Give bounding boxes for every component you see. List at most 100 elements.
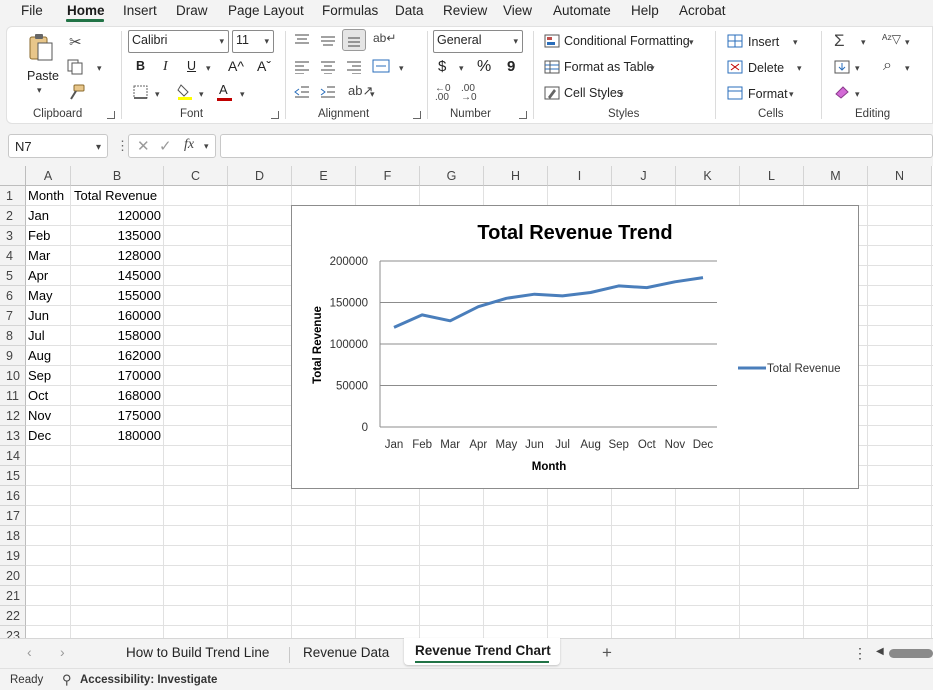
borders-icon[interactable]	[133, 85, 149, 99]
scroll-left-arrow-icon[interactable]: ◀	[876, 646, 884, 657]
column-header[interactable]: K	[676, 166, 740, 186]
conditional-formatting-button[interactable]: Conditional Formatting	[564, 34, 690, 48]
percent-button[interactable]: %	[477, 58, 492, 75]
revenue-cell[interactable]: 145000	[117, 268, 161, 283]
row-header[interactable]: 7	[0, 306, 26, 326]
month-cell[interactable]: Aug	[28, 348, 52, 363]
merge-center-icon[interactable]	[372, 58, 390, 74]
orientation-icon[interactable]: ab↗	[348, 83, 374, 98]
copy-icon[interactable]	[67, 59, 85, 75]
accessibility-status[interactable]: Accessibility: Investigate	[80, 674, 218, 686]
column-header[interactable]: B	[71, 166, 164, 186]
autosum-icon[interactable]: Σ	[834, 31, 845, 50]
column-header[interactable]: L	[740, 166, 804, 186]
clipboard-launcher-icon[interactable]	[107, 111, 115, 119]
column-header[interactable]: H	[484, 166, 548, 186]
clear-icon[interactable]	[834, 85, 850, 99]
cut-icon[interactable]: ✂	[69, 34, 82, 51]
revenue-cell[interactable]: 180000	[117, 428, 161, 443]
menu-data[interactable]: Data	[395, 3, 424, 18]
align-center-icon[interactable]	[320, 60, 336, 75]
column-header[interactable]: D	[228, 166, 292, 186]
format-painter-icon[interactable]	[68, 84, 86, 100]
number-format-select[interactable]: General ▾	[433, 30, 523, 53]
row-header[interactable]: 14	[0, 446, 26, 466]
month-cell[interactable]: Sep	[28, 368, 52, 383]
row-header[interactable]: 8	[0, 326, 26, 346]
menu-formulas[interactable]: Formulas	[322, 3, 379, 18]
row-header[interactable]: 9	[0, 346, 26, 366]
currency-button[interactable]: $	[438, 58, 447, 75]
copy-dropdown-icon[interactable]: ▾	[97, 63, 102, 73]
formula-input[interactable]	[220, 134, 933, 158]
menu-draw[interactable]: Draw	[176, 3, 208, 18]
enter-icon[interactable]: ✓	[159, 138, 172, 155]
increase-indent-icon[interactable]	[320, 85, 336, 99]
italic-button[interactable]: I	[163, 59, 168, 74]
insert-cells-button[interactable]: Insert	[748, 35, 780, 49]
accessibility-icon[interactable]: ⚲	[62, 672, 72, 687]
month-cell[interactable]: Feb	[28, 228, 51, 243]
increase-decimal-icon[interactable]: ←0.00	[435, 83, 451, 103]
chevron-down-icon[interactable]: ▾	[789, 89, 794, 99]
align-middle-icon[interactable]	[320, 33, 336, 47]
column-header[interactable]: M	[804, 166, 868, 186]
chevron-down-icon[interactable]: ▾	[650, 63, 655, 73]
row-header[interactable]: 1	[0, 186, 26, 206]
more-icon[interactable]: ⋮	[853, 645, 867, 661]
row-header[interactable]: 17	[0, 506, 26, 526]
revenue-cell[interactable]: 155000	[117, 288, 161, 303]
name-box[interactable]: N7 ▾	[8, 134, 108, 158]
paste-label[interactable]: Paste	[27, 69, 59, 83]
menu-review[interactable]: Review	[443, 3, 488, 18]
row-header[interactable]: 18	[0, 526, 26, 546]
conditional-formatting-icon[interactable]	[544, 34, 560, 48]
align-right-icon[interactable]	[346, 60, 362, 75]
revenue-cell[interactable]: 170000	[117, 368, 161, 383]
font-color-icon[interactable]: A	[219, 82, 228, 97]
revenue-cell[interactable]: 158000	[117, 328, 161, 343]
font-size-select[interactable]: 11 ▾	[232, 30, 274, 53]
cancel-icon[interactable]: ✕	[137, 138, 150, 155]
more-options-icon[interactable]: ⋮	[116, 138, 129, 153]
wrap-text-icon[interactable]: ab↵	[373, 31, 397, 45]
sheet-tab-revenue-data[interactable]: Revenue Data	[303, 645, 390, 660]
header-cell-month[interactable]: Month	[28, 188, 65, 203]
row-header[interactable]: 12	[0, 406, 26, 426]
month-cell[interactable]: Nov	[28, 408, 52, 423]
sheet-tab-how-to-build[interactable]: How to Build Trend Line	[126, 645, 270, 660]
row-header[interactable]: 10	[0, 366, 26, 386]
add-sheet-button[interactable]: +	[602, 643, 612, 662]
align-bottom-icon[interactable]	[342, 29, 366, 51]
insert-cells-icon[interactable]	[727, 34, 743, 48]
row-header[interactable]: 4	[0, 246, 26, 266]
column-header[interactable]: N	[868, 166, 932, 186]
row-header[interactable]: 11	[0, 386, 26, 406]
row-header[interactable]: 22	[0, 606, 26, 626]
revenue-cell[interactable]: 160000	[117, 308, 161, 323]
menu-help[interactable]: Help	[631, 3, 659, 18]
menu-home[interactable]: Home	[67, 3, 105, 18]
cell-styles-button[interactable]: Cell Styles	[564, 86, 624, 100]
number-launcher-icon[interactable]	[519, 111, 527, 119]
underline-dropdown-icon[interactable]: ▾	[206, 63, 211, 73]
format-as-table-icon[interactable]	[544, 60, 560, 74]
revenue-cell[interactable]: 175000	[117, 408, 161, 423]
paste-dropdown-icon[interactable]: ▾	[37, 85, 42, 95]
menu-insert[interactable]: Insert	[123, 3, 157, 18]
align-left-icon[interactable]	[294, 60, 310, 75]
revenue-cell[interactable]: 135000	[117, 228, 161, 243]
merge-dropdown-icon[interactable]: ▾	[399, 63, 404, 73]
header-cell-total-revenue[interactable]: Total Revenue	[74, 188, 158, 203]
font-launcher-icon[interactable]	[271, 111, 279, 119]
decrease-indent-icon[interactable]	[294, 85, 310, 99]
row-header[interactable]: 21	[0, 586, 26, 606]
chevron-down-icon[interactable]: ▾	[855, 89, 860, 99]
row-header[interactable]: 23	[0, 626, 26, 638]
sort-filter-icon[interactable]: ᴬᶻ▽	[882, 32, 901, 46]
chevron-down-icon[interactable]: ▾	[793, 37, 798, 47]
decrease-decimal-icon[interactable]: .00 →0	[461, 83, 477, 103]
month-cell[interactable]: Oct	[28, 388, 49, 403]
column-header[interactable]: E	[292, 166, 356, 186]
chevron-down-icon[interactable]: ▾	[861, 37, 866, 47]
